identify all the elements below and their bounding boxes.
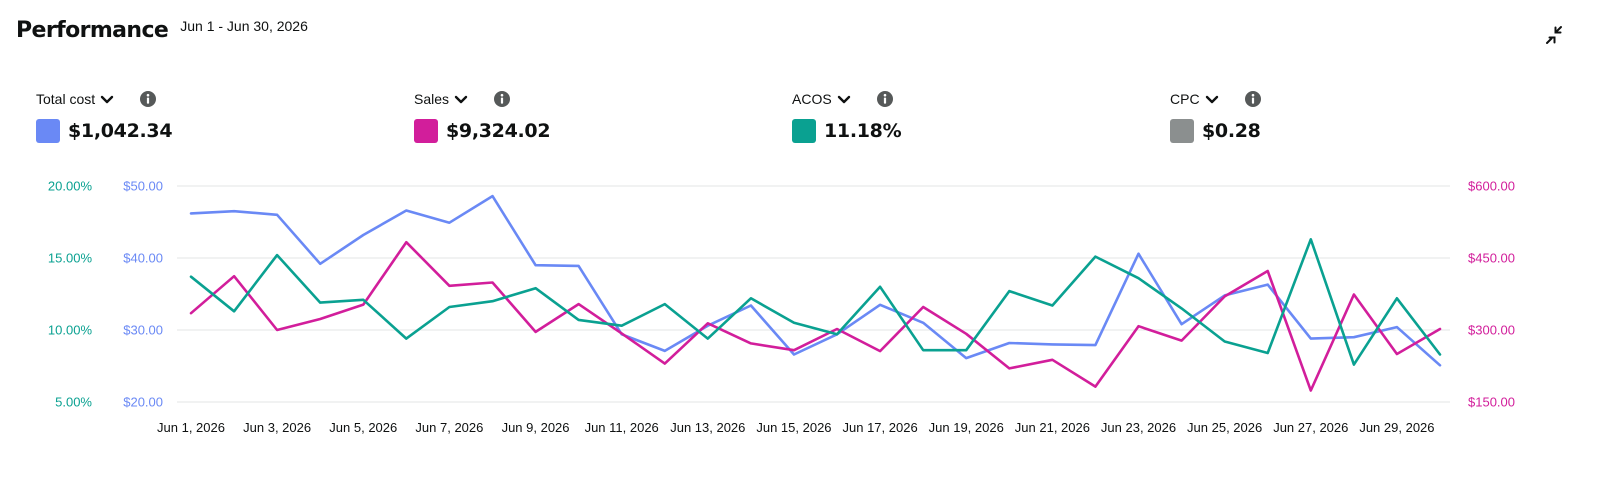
performance-header: Performance Jun 1 - Jun 30, 2026 (16, 18, 308, 54)
collapse-arrows-icon[interactable] (1544, 24, 1566, 46)
y-tick-label-sales: $600.00 (1468, 179, 1515, 194)
x-tick-label: Jun 9, 2026 (502, 420, 570, 435)
info-icon[interactable] (139, 90, 157, 108)
chevron-down-icon[interactable] (453, 91, 469, 107)
series-line-acos (189, 238, 1442, 366)
x-tick-label: Jun 29, 2026 (1359, 420, 1434, 435)
x-tick-label: Jun 27, 2026 (1273, 420, 1348, 435)
date-range-label: Jun 1 - Jun 30, 2026 (180, 18, 308, 34)
chevron-down-icon[interactable] (836, 91, 852, 107)
x-tick-label: Jun 7, 2026 (415, 420, 483, 435)
metric-value: $9,324.02 (446, 120, 551, 142)
x-tick-label: Jun 17, 2026 (843, 420, 918, 435)
x-tick-label: Jun 15, 2026 (756, 420, 831, 435)
info-icon[interactable] (493, 90, 511, 108)
x-tick-label: Jun 1, 2026 (157, 420, 225, 435)
metric-label: ACOS (792, 91, 832, 107)
x-tick-label: Jun 21, 2026 (1015, 420, 1090, 435)
metric-value-row: $9,324.02 (414, 118, 714, 144)
y-tick-label-acos: 20.00% (48, 179, 93, 194)
info-icon[interactable] (876, 90, 894, 108)
metric-label: CPC (1170, 91, 1200, 107)
y-tick-label-acos: 15.00% (48, 251, 93, 266)
y-tick-label-cost: $30.00 (123, 323, 163, 338)
x-tick-label: Jun 25, 2026 (1187, 420, 1262, 435)
metric-card-cpc: CPC $0.28 (1170, 88, 1470, 148)
y-tick-label-cost: $40.00 (123, 251, 163, 266)
series-color-swatch[interactable] (36, 119, 60, 143)
chevron-down-icon[interactable] (99, 91, 115, 107)
metric-selector[interactable]: Sales (414, 88, 714, 110)
metric-value-row: $0.28 (1170, 118, 1470, 144)
x-tick-label: Jun 13, 2026 (670, 420, 745, 435)
x-tick-label: Jun 11, 2026 (585, 420, 659, 435)
series-color-swatch[interactable] (414, 119, 438, 143)
y-tick-label-cost: $50.00 (123, 179, 163, 194)
metric-selector[interactable]: ACOS (792, 88, 1092, 110)
metric-card-sales: Sales $9,324.02 (414, 88, 714, 148)
y-tick-label-acos: 10.00% (48, 323, 93, 338)
metric-label: Sales (414, 91, 450, 107)
metric-label: Total cost (36, 91, 96, 107)
page-title: Performance (16, 18, 169, 43)
x-tick-label: Jun 3, 2026 (243, 420, 311, 435)
x-tick-label: Jun 23, 2026 (1101, 420, 1176, 435)
x-tick-label: Jun 19, 2026 (929, 420, 1004, 435)
series-color-swatch[interactable] (792, 119, 816, 143)
performance-chart: 20.00% $50.00 $600.00 15.00% $40.00 $450.00 10… (48, 179, 1515, 436)
metric-value: $0.28 (1202, 120, 1261, 142)
series-color-swatch[interactable] (1170, 119, 1194, 143)
metric-value: 11.18% (824, 120, 902, 142)
info-icon[interactable] (1244, 90, 1262, 108)
y-tick-label-cost: $20.00 (123, 395, 163, 410)
metric-selector[interactable]: Total cost (36, 88, 336, 110)
metric-value-row: 11.18% (792, 118, 1092, 144)
metric-value: $1,042.34 (68, 120, 173, 142)
metric-card-total-cost: Total cost $1,042.34 (36, 88, 336, 148)
metric-value-row: $1,042.34 (36, 118, 336, 144)
metric-card-acos: ACOS 11.18% (792, 88, 1092, 148)
x-tick-label: Jun 5, 2026 (329, 420, 397, 435)
y-tick-label-sales: $450.00 (1468, 251, 1515, 266)
chevron-down-icon[interactable] (1204, 91, 1220, 107)
metric-selector[interactable]: CPC (1170, 88, 1470, 110)
y-tick-label-sales: $150.00 (1468, 395, 1515, 410)
y-tick-label-sales: $300.00 (1468, 323, 1515, 338)
y-tick-label-acos: 5.00% (55, 395, 92, 410)
series-line-sales (189, 240, 1442, 392)
